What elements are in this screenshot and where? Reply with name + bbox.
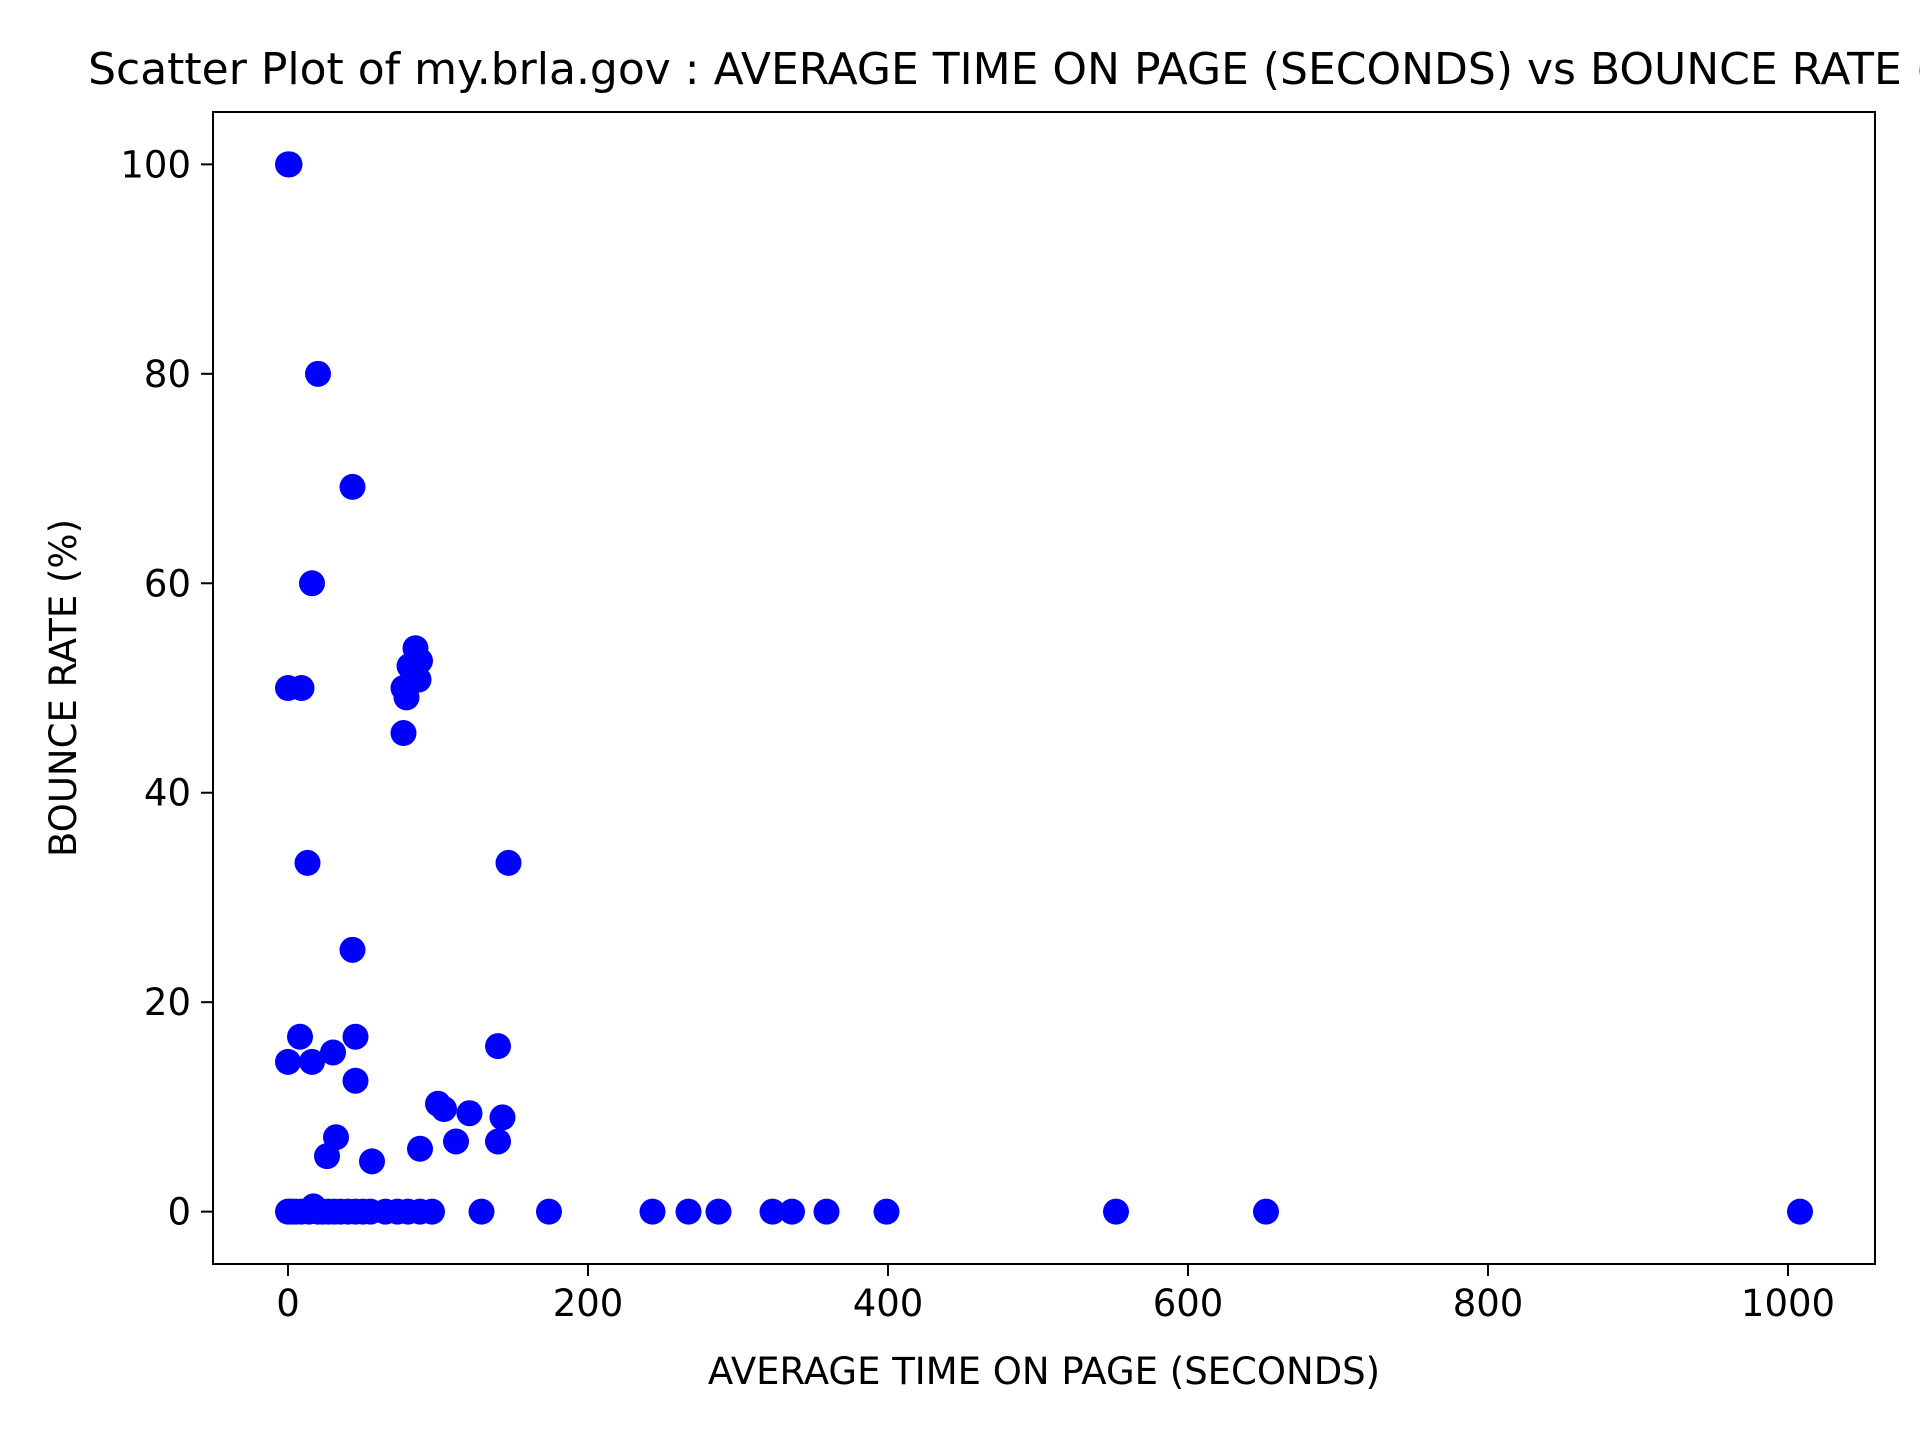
data-point [294,849,321,876]
data-point [419,1198,445,1225]
y-tick-label: 80 [144,353,191,396]
y-axis-label: BOUNCE RATE (%) [42,519,85,857]
data-point [485,1033,511,1060]
data-point [873,1198,900,1225]
data-point [675,1198,702,1225]
x-tick-label: 200 [553,1282,624,1325]
data-point [305,360,331,387]
data-point [456,1100,483,1127]
plot-area [212,111,1876,1265]
data-point [342,1067,369,1094]
data-point [639,1198,666,1225]
x-tick-label: 1000 [1741,1282,1835,1325]
data-point [314,1143,340,1170]
data-point [779,1198,805,1225]
y-tick-label: 100 [120,143,191,186]
data-point [320,1039,346,1066]
x-tick-label: 400 [853,1282,924,1325]
data-point [759,1198,786,1225]
y-tick-label: 20 [144,981,191,1024]
x-axis-label: AVERAGE TIME ON PAGE (SECONDS) [708,1350,1380,1393]
data-point [1253,1198,1279,1225]
data-point [407,1135,433,1162]
data-point [495,849,522,876]
axis-ticks: 0 200 400 600 800 1000 0 20 40 60 80 100 [120,143,1835,1325]
data-point [342,1023,369,1050]
data-point [1103,1198,1129,1225]
data-point [339,936,366,963]
y-tick-label: 60 [144,562,191,605]
data-point [536,1198,562,1225]
x-tick-label: 600 [1153,1282,1224,1325]
data-point [276,151,303,178]
data-point [1787,1198,1813,1225]
data-point [468,1198,495,1225]
data-point [299,570,325,597]
data-point [287,1023,313,1050]
data-point [393,684,420,711]
y-tick-label: 0 [167,1191,191,1234]
data-point [705,1198,732,1225]
data-point [443,1128,469,1155]
data-point [359,1148,385,1175]
chart-title: Scatter Plot of my.brla.gov : AVERAGE TI… [88,44,1920,95]
data-point [485,1128,511,1155]
data-point [489,1104,516,1131]
data-point [813,1198,840,1225]
x-tick-label: 800 [1453,1282,1524,1325]
data-point [339,473,366,500]
data-points [275,151,1813,1225]
data-point [288,675,315,701]
data-point [275,1048,301,1075]
x-tick-label: 0 [276,1282,300,1325]
data-point [431,1096,457,1123]
data-point [390,720,417,747]
data-point [299,1048,325,1075]
y-tick-label: 40 [144,772,191,815]
